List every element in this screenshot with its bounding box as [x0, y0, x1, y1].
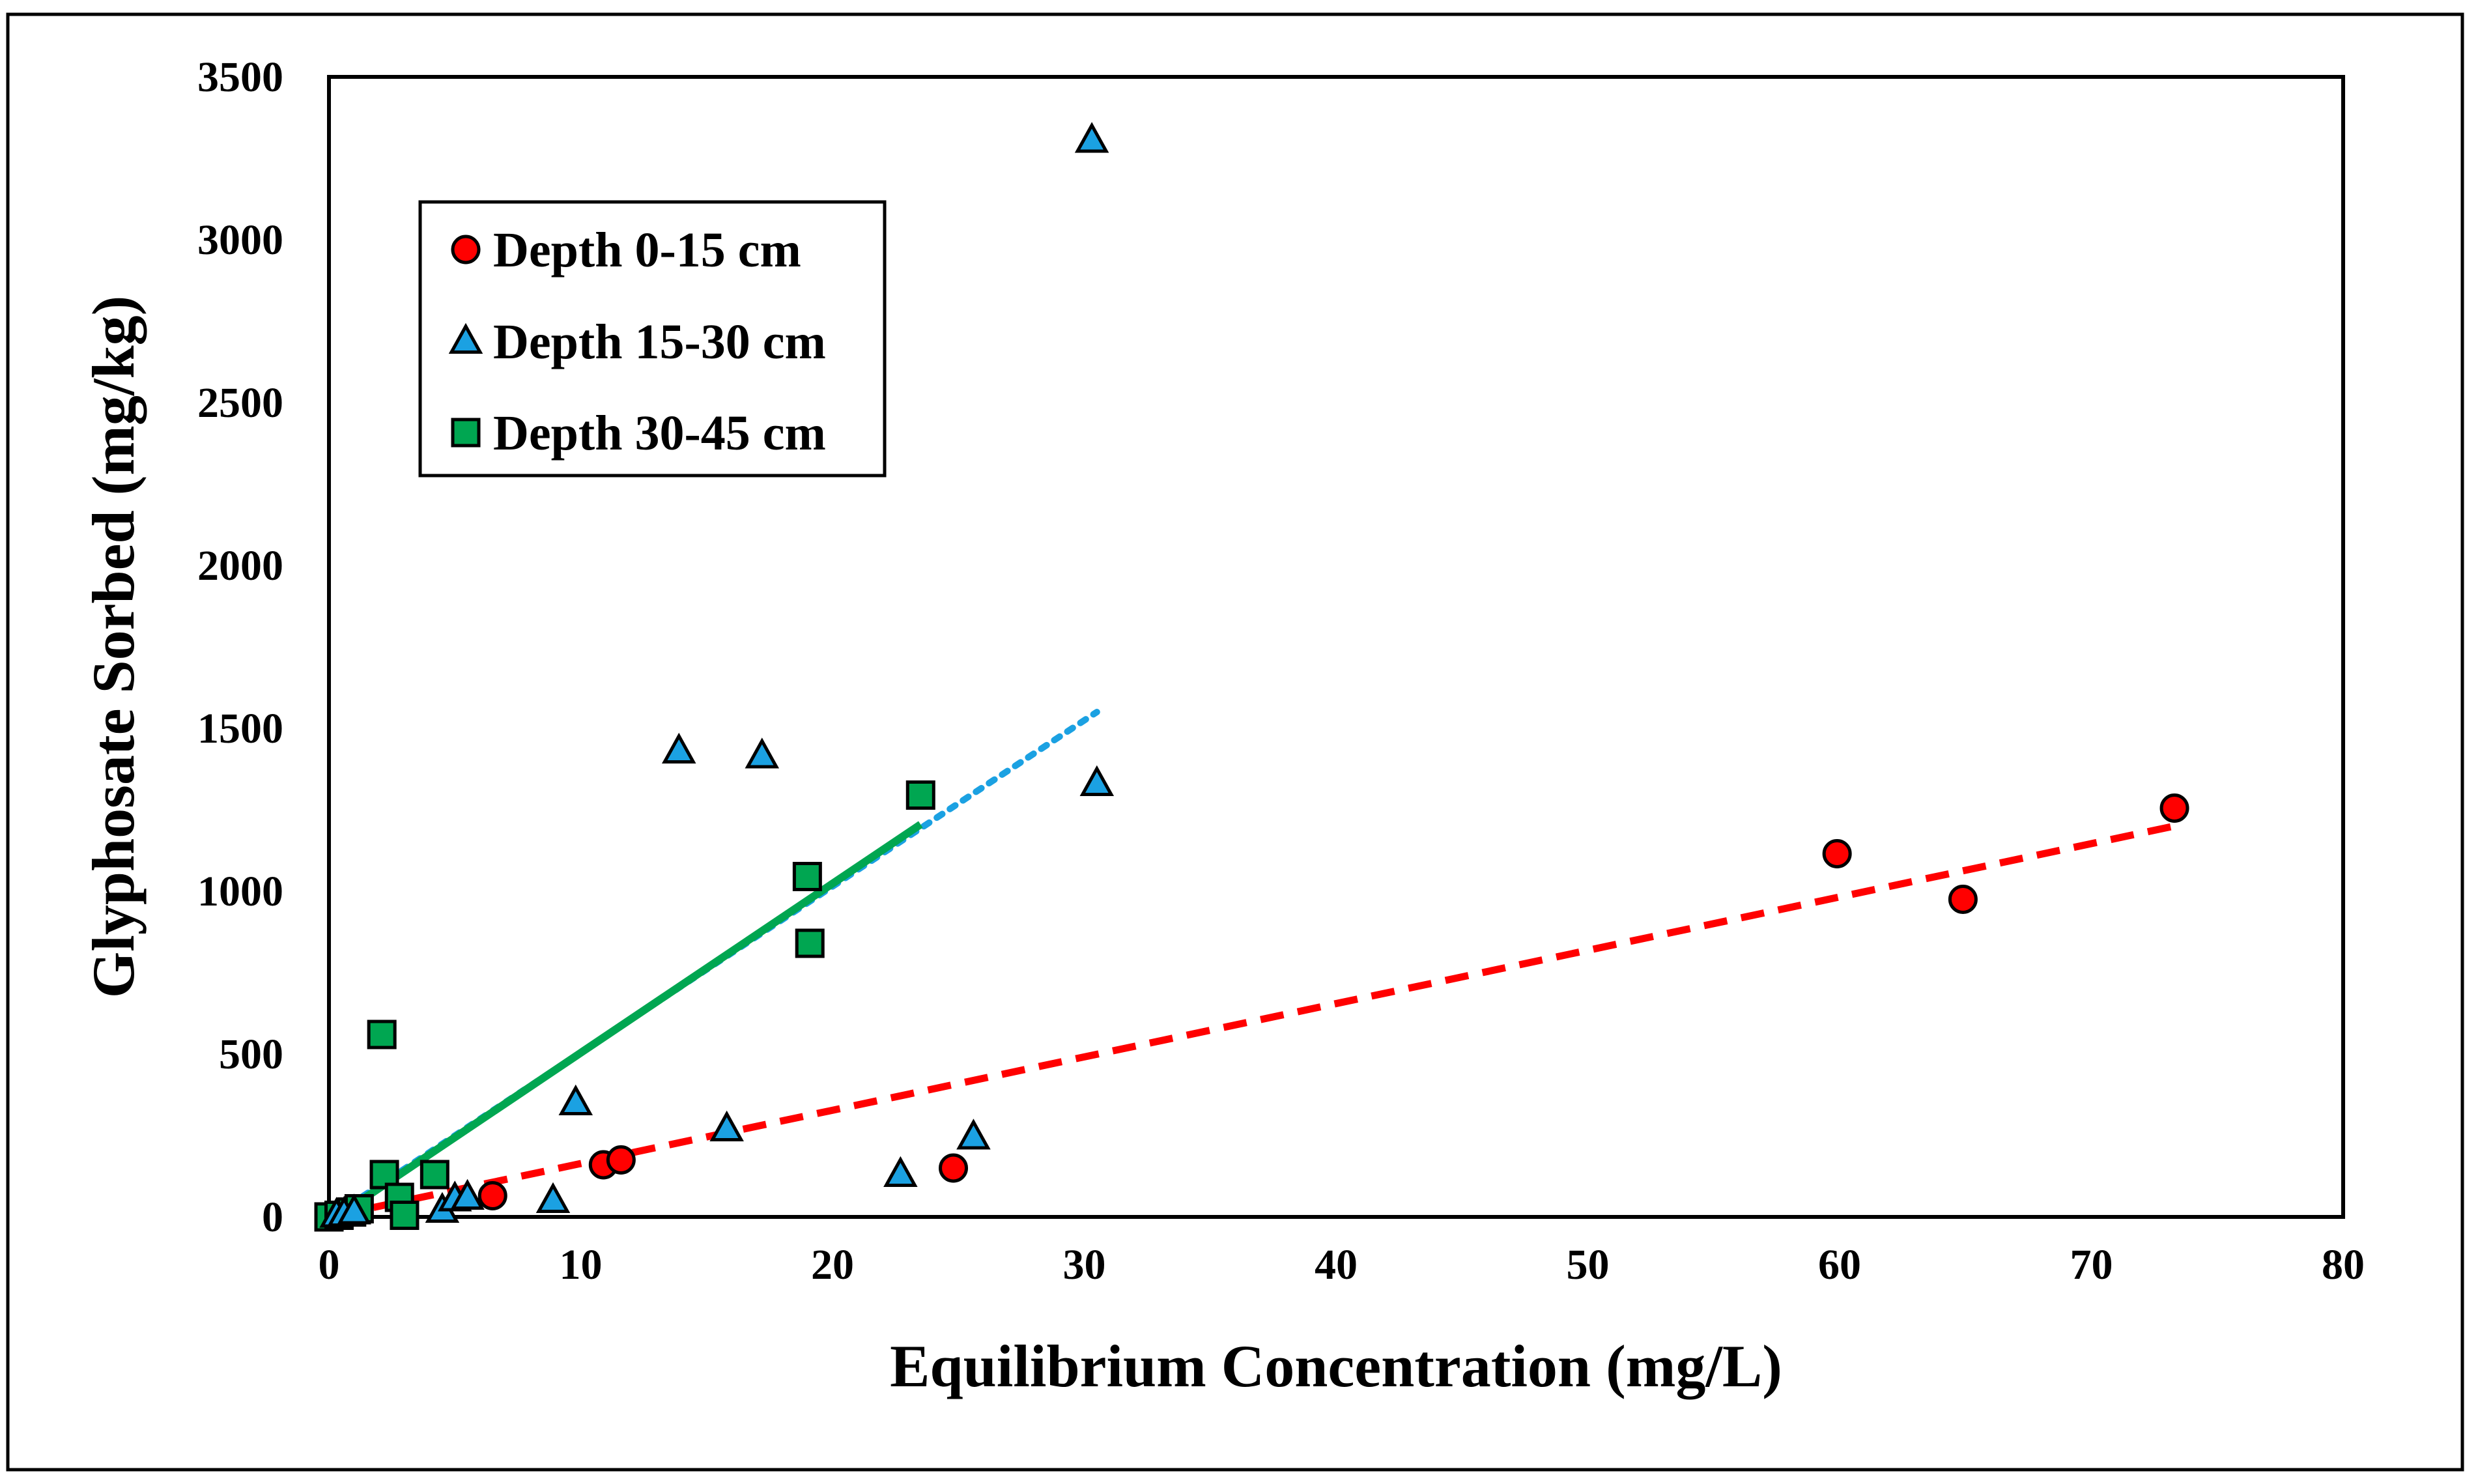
plot-area-group [327, 75, 2345, 1219]
y-tick-label: 1500 [197, 705, 283, 752]
y-axis-title: Glyphosate Sorbed (mg/kg) [80, 296, 147, 999]
data-point-series-2 [337, 1193, 371, 1225]
data-points-group [314, 122, 2189, 1232]
legend-label-2: Depth 15-30 cm [493, 315, 826, 369]
x-tick-label: 40 [1315, 1241, 1358, 1289]
legend-items-group: Depth 0-15 cm Depth 15-30 cm Depth 30-45 c… [448, 223, 826, 461]
data-point-series-2 [745, 737, 780, 769]
data-point-series-3 [367, 1020, 397, 1049]
data-point-series-2 [450, 1178, 485, 1210]
x-tick-label: 20 [811, 1241, 854, 1289]
x-tick-label: 80 [2322, 1241, 2365, 1289]
y-tick-label: 1000 [197, 868, 283, 915]
legend-label-1: Depth 0-15 cm [493, 223, 801, 278]
data-point-series-3 [795, 928, 825, 958]
legend-label-3: Depth 30-45 cm [493, 406, 826, 461]
legend-marker-1 [451, 235, 481, 264]
legend-marker-2 [448, 322, 483, 354]
x-tick-label: 70 [2070, 1241, 2113, 1289]
data-point-series-2 [558, 1084, 593, 1115]
legend-box [418, 200, 887, 478]
x-tick-label: 50 [1567, 1241, 1610, 1289]
data-point-series-2 [956, 1119, 991, 1150]
x-tick-label: 30 [1063, 1241, 1106, 1289]
data-point-series-1 [477, 1181, 507, 1210]
legend-marker-3 [451, 418, 481, 448]
data-point-series-2 [883, 1156, 918, 1187]
trendline-1 [335, 822, 2176, 1219]
y-tick-label: 3500 [197, 53, 283, 101]
data-point-series-3 [420, 1160, 449, 1190]
x-axis-title: Equilibrium Concentration (mg/L) [890, 1333, 1782, 1399]
data-point-series-2 [709, 1110, 744, 1141]
legend: Depth 0-15 cm Depth 15-30 cm Depth 30-45 c… [418, 200, 887, 478]
y-tick-label: 500 [219, 1031, 283, 1078]
x-tick-label: 60 [1818, 1241, 1861, 1289]
data-point-series-1 [2159, 793, 2189, 823]
data-point-series-1 [939, 1153, 969, 1183]
y-tick-label: 0 [262, 1193, 283, 1241]
data-point-series-3 [792, 862, 822, 891]
data-point-series-3 [390, 1201, 420, 1230]
data-point-series-3 [905, 780, 935, 810]
plot-area-frame [327, 75, 2345, 1219]
y-tick-label: 3000 [197, 216, 283, 264]
trendline-3 [334, 821, 923, 1220]
data-point-series-2 [1079, 765, 1115, 796]
x-tick-label: 10 [560, 1241, 603, 1289]
y-tick-label: 2500 [197, 379, 283, 427]
data-point-series-2 [535, 1182, 571, 1213]
trendlines-group [333, 709, 2176, 1220]
data-point-series-1 [1948, 885, 1978, 914]
data-point-series-2 [661, 732, 696, 763]
axis-ticks-group: 0 10 20 30 40 50 60 70 80 0 500 1000 1500 2000 2500 300… [197, 53, 2365, 1289]
y-tick-label: 2000 [197, 542, 283, 590]
data-point-series-1 [1822, 839, 1852, 868]
data-point-series-1 [606, 1145, 636, 1175]
data-point-series-2 [1074, 122, 1109, 153]
x-tick-label: 0 [319, 1241, 340, 1289]
